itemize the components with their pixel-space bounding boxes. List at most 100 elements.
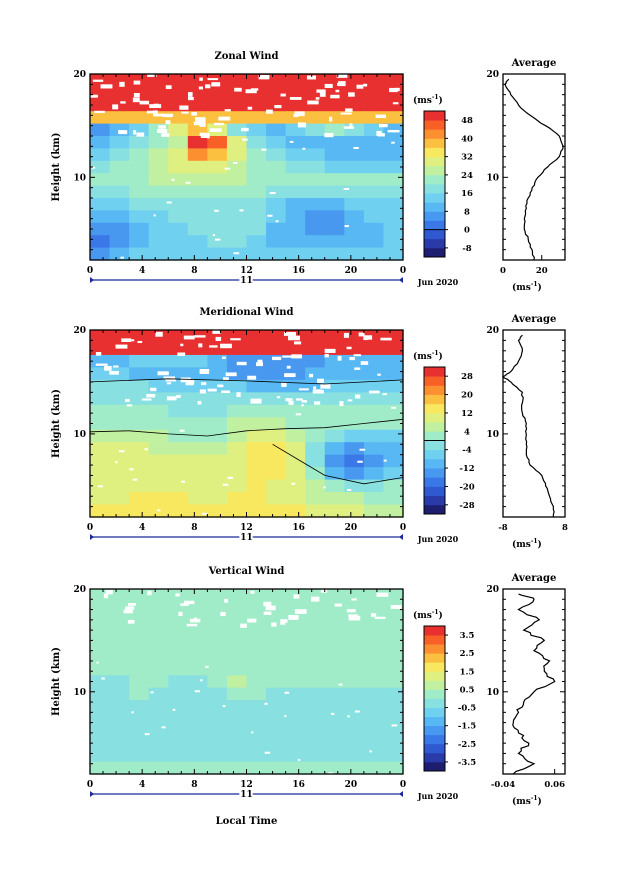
heatmap-cell	[383, 467, 404, 481]
colorbar-tick-label: 0.5	[460, 685, 475, 695]
heatmap-cell	[187, 749, 208, 763]
y-tick-label: 20	[73, 585, 86, 595]
colorbar-swatch	[424, 477, 445, 487]
heatmap-cell	[90, 675, 111, 689]
heatmap-cell	[246, 160, 267, 174]
heatmap-cell	[363, 737, 385, 750]
missing-patch	[301, 400, 308, 403]
heatmap-cell	[344, 492, 365, 506]
heatmap-cell	[187, 148, 208, 162]
day-bar-arrow	[90, 791, 94, 797]
panel-title: Zonal Wind	[214, 51, 278, 62]
missing-patch	[291, 482, 296, 485]
missing-patch	[242, 138, 248, 141]
missing-patch	[343, 332, 349, 338]
missing-patch	[283, 332, 296, 336]
colorbar-unit-label: (ms-1)	[413, 350, 443, 362]
missing-patch	[146, 394, 156, 398]
missing-patch	[347, 488, 352, 491]
heatmap-cell	[187, 173, 208, 187]
y-tick-label: 10	[73, 430, 86, 440]
missing-patch	[374, 616, 386, 619]
heatmap-cell	[305, 404, 326, 418]
heatmap-cell	[324, 429, 345, 443]
colorbar-tick-label: -2.5	[458, 740, 476, 750]
missing-patch	[391, 141, 395, 144]
heatmap-cell	[187, 210, 208, 224]
heatmap-cell	[226, 749, 248, 763]
heatmap-cell	[129, 675, 150, 689]
heatmap-cell	[109, 86, 130, 100]
heatmap-cell	[344, 185, 365, 199]
heatmap-cell	[148, 737, 169, 750]
heatmap-cell	[168, 712, 189, 726]
heatmap-cell	[226, 74, 248, 87]
heatmap-cell	[207, 454, 228, 468]
missing-patch	[315, 97, 320, 100]
heatmap-cell	[383, 198, 404, 211]
heatmap-cell	[109, 136, 130, 149]
heatmap-cell	[168, 479, 189, 493]
heatmap-cell	[90, 235, 111, 249]
profile-panel: Average 20 10 -8 8	[486, 314, 568, 533]
heatmap-cell	[383, 675, 404, 689]
heatmap-cell	[383, 429, 404, 443]
missing-patch	[391, 724, 398, 727]
heatmap-cell	[207, 136, 228, 149]
colorbar-swatch	[424, 635, 445, 645]
missing-patch	[343, 188, 350, 191]
missing-patch	[133, 92, 140, 98]
heatmap-cell	[129, 198, 150, 211]
heatmap-cell	[187, 675, 208, 689]
heatmap-cell	[207, 160, 228, 174]
heatmap-cell	[109, 160, 130, 174]
heatmap-cell	[246, 98, 267, 112]
heatmap-cell	[383, 442, 404, 456]
heatmap-cell	[266, 247, 287, 261]
heatmap-cell	[285, 86, 306, 100]
heatmap-cell	[266, 454, 287, 468]
heatmap-cell	[324, 504, 345, 518]
heatmap-cell	[187, 342, 208, 356]
missing-patch	[351, 598, 357, 601]
heatmap-cell	[109, 198, 130, 211]
missing-patch	[334, 603, 342, 607]
heatmap-cell	[207, 111, 228, 125]
heatmap-cell	[246, 712, 267, 726]
heatmap-cell	[363, 86, 385, 100]
missing-patch	[105, 589, 113, 595]
missing-patch	[291, 354, 303, 359]
heatmap-cell	[383, 379, 404, 393]
heatmap-cell	[148, 136, 169, 149]
heatmap-cell	[129, 504, 150, 518]
heatmap-cell	[90, 379, 111, 393]
heatmap-cell	[363, 589, 385, 602]
heatmap-cell	[90, 749, 111, 763]
heatmap-cell	[324, 86, 345, 100]
heatmap-cell	[246, 737, 267, 750]
missing-patch	[194, 117, 206, 122]
missing-patch	[91, 166, 96, 169]
heatmap-cell	[383, 404, 404, 418]
heatmap-cell	[129, 454, 150, 468]
heatmap-cell	[344, 429, 365, 443]
heatmap-cell	[266, 379, 287, 393]
heatmap-cell	[90, 467, 111, 481]
missing-patch	[186, 623, 198, 627]
heatmap-cell	[129, 442, 150, 456]
heatmap-cell	[305, 724, 326, 738]
heatmap-cell	[266, 675, 287, 689]
heatmap-cell	[285, 198, 306, 211]
heatmap-cell	[344, 749, 365, 763]
heatmap-cell	[168, 650, 189, 664]
heatmap-cell	[266, 367, 287, 381]
heatmap-cell	[207, 749, 228, 763]
heatmap-cell	[305, 111, 326, 125]
missing-patch	[335, 89, 340, 93]
heatmap-cell	[383, 749, 404, 763]
heatmap-cell	[324, 492, 345, 506]
colorbar-swatch	[424, 174, 445, 185]
missing-patch	[338, 683, 343, 686]
heatmap-cell	[226, 700, 248, 713]
missing-patch	[288, 615, 299, 620]
